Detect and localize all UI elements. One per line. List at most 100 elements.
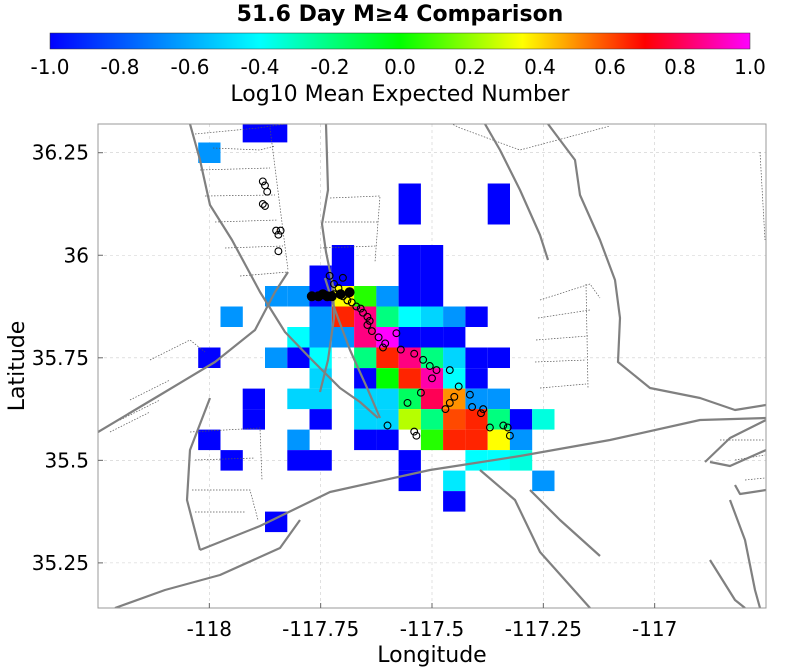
y-tick-label: 35.5 (44, 448, 89, 472)
event-marker (416, 388, 425, 397)
y-tick-label: 36 (64, 243, 89, 267)
heatmap-cell (398, 265, 421, 286)
colorbar-tick-label: 0.4 (524, 55, 556, 79)
colorbar-tick-label: -0.8 (100, 55, 139, 79)
earthquake-events (258, 177, 514, 440)
event-marker (410, 427, 419, 436)
heatmap-cell (309, 327, 332, 348)
heatmap-cell (287, 388, 310, 410)
heatmap-cell (265, 124, 288, 143)
event-marker (381, 339, 390, 348)
heatmap-cell (376, 286, 399, 307)
x-tick-label: -117.25 (505, 617, 582, 641)
event-marker (485, 423, 494, 432)
heatmap-cell (198, 429, 221, 451)
heatmap-cell (242, 388, 265, 410)
heatmap-cell (220, 450, 243, 471)
heatmap-cell (420, 265, 444, 286)
colorbar-tick-label: 1.0 (734, 55, 766, 79)
heatmap-cell (309, 388, 332, 410)
event-marker (263, 187, 272, 196)
event-marker (450, 392, 459, 401)
y-tick-label: 35.25 (32, 551, 89, 575)
heatmap-cell (331, 265, 355, 286)
event-marker (352, 302, 361, 311)
heatmap-cell (242, 409, 265, 430)
event-marker (374, 333, 383, 342)
heatmap-cell (309, 450, 332, 471)
heatmap-cell (376, 368, 399, 389)
event-marker (396, 345, 405, 354)
heatmap-cell (443, 429, 466, 451)
heatmap-cell (509, 429, 533, 451)
colorbar-tick-label: 0.8 (664, 55, 696, 79)
event-marker (419, 355, 428, 364)
x-tick-label: -117.5 (400, 617, 464, 641)
event-marker-large (335, 289, 346, 300)
heatmap-cell (465, 409, 488, 430)
heatmap-cell (532, 470, 555, 492)
event-marker (383, 421, 392, 430)
heatmap-cell (420, 306, 444, 327)
heatmap-cell (309, 306, 332, 327)
heatmap-cell (487, 183, 510, 204)
colorbar-ticks: -1.0 -0.8 -0.6 -0.4 -0.2 0.0 0.2 0.4 0.6 0.8 1.0 (30, 55, 765, 79)
event-marker (272, 226, 281, 235)
colorbar-label: Log10 Mean Expected Number (230, 82, 570, 107)
event-marker (412, 431, 421, 440)
event-marker (325, 271, 334, 280)
heatmap-cell (487, 204, 510, 225)
fault-lines (98, 124, 766, 608)
heatmap-cell (354, 347, 377, 368)
heatmap-cell (376, 388, 399, 410)
heatmap-cells (198, 124, 555, 533)
heatmap-cell (420, 286, 444, 307)
heatmap-cell (242, 124, 265, 143)
heatmap-cell (331, 306, 355, 327)
heatmap-cell (509, 450, 533, 471)
heatmap-cell (398, 450, 421, 471)
event-marker (428, 374, 436, 383)
y-tick-label: 36.25 (32, 141, 89, 165)
event-marker (379, 343, 387, 352)
event-marker (505, 431, 514, 440)
heatmap-cell (532, 409, 555, 430)
heatmap-cell (198, 142, 221, 163)
heatmap-cell (220, 306, 243, 327)
heatmap-cell (465, 450, 488, 471)
heatmap-cell (287, 327, 310, 348)
heatmap-cell (420, 409, 444, 430)
heatmap-cell (265, 347, 288, 368)
event-marker (410, 349, 419, 358)
heatmap-cell (465, 306, 488, 327)
event-marker (445, 398, 454, 407)
y-ticks: 35.25 35.5 35.75 36 36.25 (32, 141, 103, 575)
event-marker (403, 398, 412, 407)
heatmap-cell (376, 347, 399, 368)
heatmap-cell (331, 245, 355, 266)
event-marker (477, 409, 485, 418)
heatmap-cell (398, 204, 421, 225)
heatmap-cell (465, 368, 488, 389)
event-marker (363, 321, 372, 329)
event-marker (363, 312, 372, 321)
chart-title: 51.6 Day M≥4 Comparison (236, 2, 564, 27)
event-marker (445, 366, 454, 375)
heatmap-cell (287, 286, 310, 307)
x-ticks: -118 -117.75 -117.5 -117.25 -117 (187, 603, 677, 641)
heatmap-cell (487, 388, 510, 410)
event-marker (503, 423, 512, 432)
heatmap-cell (487, 347, 510, 368)
heatmap-cell (398, 286, 421, 307)
y-tick-label: 35.75 (32, 346, 89, 370)
event-marker (359, 308, 367, 317)
x-tick-label: -118 (187, 617, 232, 641)
heatmap-cell (331, 327, 355, 348)
heatmap-cell (354, 409, 377, 430)
heatmap-cell (443, 388, 466, 410)
heatmap-cell (487, 429, 510, 451)
y-axis-label: Latitude (5, 321, 30, 412)
event-marker (276, 226, 285, 235)
heatmap-cell (420, 388, 444, 410)
